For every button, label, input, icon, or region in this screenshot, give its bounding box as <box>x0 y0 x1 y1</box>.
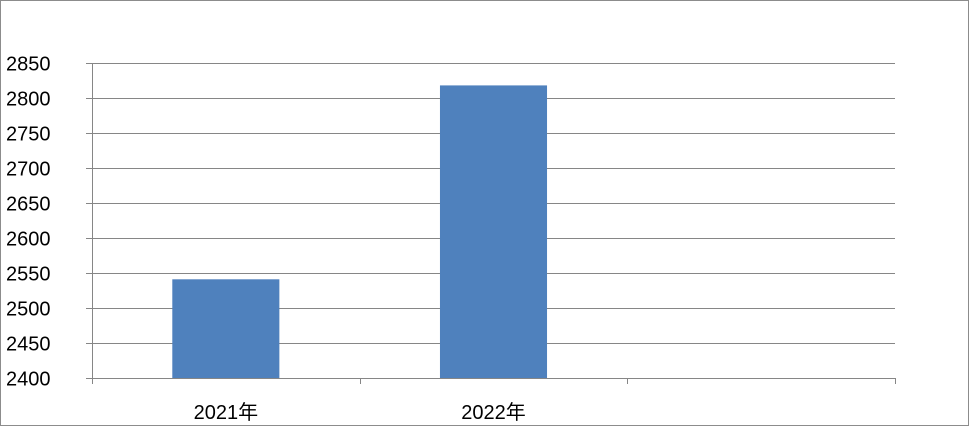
y-tick-label: 2800 <box>6 89 51 111</box>
x-tick-label: 2021年 <box>194 401 259 424</box>
y-tick-label: 2850 <box>6 54 51 76</box>
y-tick-label: 2500 <box>6 299 51 321</box>
bars <box>172 85 548 379</box>
y-tick-label: 2550 <box>6 264 51 286</box>
y-tick-label: 2450 <box>6 334 51 356</box>
y-tick-label: 2750 <box>6 124 51 146</box>
x-tick-label: 2022年 <box>461 401 526 424</box>
bar <box>439 85 548 379</box>
y-tick-label: 2600 <box>6 229 51 251</box>
y-tick-label: 2400 <box>6 369 51 391</box>
labels: 2400 2450 2500 2550 2600 2650 2700 2750 2800 2850… <box>6 54 526 425</box>
y-tick-label: 2700 <box>6 159 51 181</box>
y-tick-label: 2650 <box>6 194 51 216</box>
axes <box>86 63 896 384</box>
bar <box>172 279 280 378</box>
